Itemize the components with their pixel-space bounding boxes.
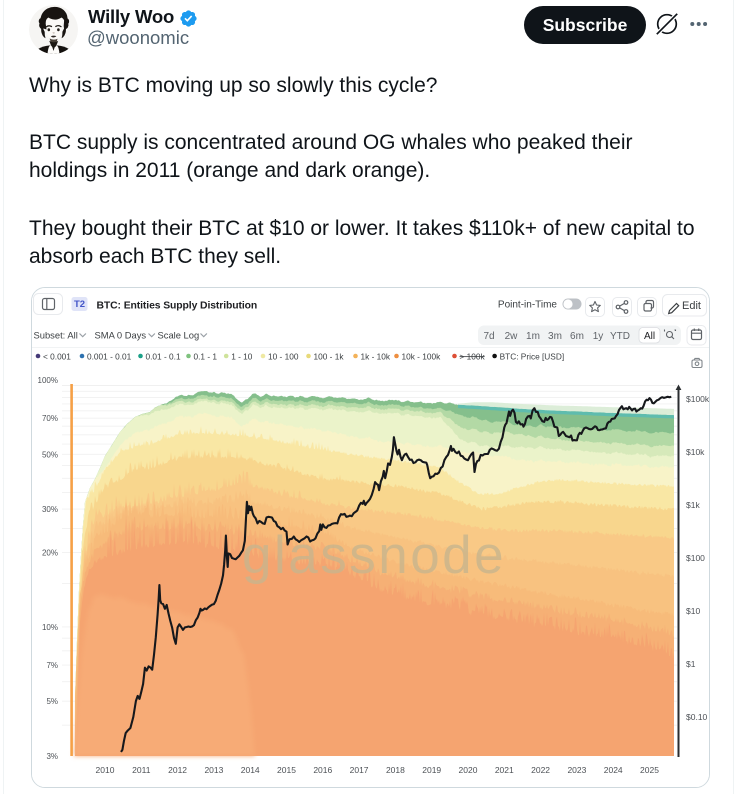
svg-text:2018: 2018 xyxy=(386,765,405,775)
svg-text:100 - 1k: 100 - 1k xyxy=(314,351,345,361)
svg-text:2w: 2w xyxy=(505,331,519,342)
svg-text:10k - 100k: 10k - 100k xyxy=(402,351,442,361)
svg-text:0.001 - 0.01: 0.001 - 0.01 xyxy=(87,351,132,361)
svg-text:$1: $1 xyxy=(686,659,696,669)
svg-text:$100k: $100k xyxy=(686,394,709,404)
svg-text:< 0.001: < 0.001 xyxy=(43,351,71,361)
svg-text:$100: $100 xyxy=(686,553,705,563)
svg-text:2013: 2013 xyxy=(204,765,223,775)
svg-text:1m: 1m xyxy=(526,331,540,342)
svg-text:T2: T2 xyxy=(74,299,85,310)
svg-text:6m: 6m xyxy=(570,331,584,342)
svg-text:Scale Log: Scale Log xyxy=(158,330,200,341)
svg-text:SMA 0 Days: SMA 0 Days xyxy=(95,330,147,341)
svg-text:2014: 2014 xyxy=(241,765,260,775)
svg-text:> 100k: > 100k xyxy=(460,351,486,361)
svg-text:2011: 2011 xyxy=(132,765,151,775)
svg-text:2015: 2015 xyxy=(277,765,296,775)
svg-text:0.01 - 0.1: 0.01 - 0.1 xyxy=(146,351,181,361)
svg-text:7d: 7d xyxy=(483,331,494,342)
svg-text:2025: 2025 xyxy=(640,765,659,775)
svg-text:$10k: $10k xyxy=(686,447,705,457)
svg-text:3m: 3m xyxy=(548,331,562,342)
svg-text:10 - 100: 10 - 100 xyxy=(268,351,299,361)
svg-text:$1k: $1k xyxy=(686,500,700,510)
svg-text:Subset: All: Subset: All xyxy=(34,330,78,341)
svg-text:2012: 2012 xyxy=(168,765,187,775)
svg-text:30%: 30% xyxy=(42,505,58,514)
svg-text:7%: 7% xyxy=(46,661,58,670)
svg-text:1y: 1y xyxy=(593,331,604,342)
svg-text:2021: 2021 xyxy=(495,765,514,775)
svg-text:2016: 2016 xyxy=(313,765,332,775)
svg-text:10%: 10% xyxy=(42,623,58,632)
svg-text:BTC: Entities Supply Distribut: BTC: Entities Supply Distribution xyxy=(97,301,258,312)
svg-text:$10: $10 xyxy=(686,606,700,616)
svg-text:$0.10: $0.10 xyxy=(686,712,708,722)
svg-text:1k - 10k: 1k - 10k xyxy=(361,351,391,361)
svg-text:70%: 70% xyxy=(42,414,58,423)
svg-text:5%: 5% xyxy=(46,697,58,706)
svg-text:glassnode: glassnode xyxy=(242,526,506,585)
svg-text:Point-in-Time: Point-in-Time xyxy=(498,300,558,311)
svg-text:0.1 - 1: 0.1 - 1 xyxy=(194,351,218,361)
svg-text:50%: 50% xyxy=(42,450,58,459)
svg-text:Edit: Edit xyxy=(682,300,701,312)
svg-text:2020: 2020 xyxy=(459,765,478,775)
svg-text:BTC: Price [USD]: BTC: Price [USD] xyxy=(500,351,565,361)
svg-text:20%: 20% xyxy=(42,549,58,558)
svg-text:YTD: YTD xyxy=(610,331,630,342)
svg-text:2024: 2024 xyxy=(604,765,623,775)
svg-text:2019: 2019 xyxy=(422,765,441,775)
svg-text:2017: 2017 xyxy=(350,765,369,775)
svg-text:2023: 2023 xyxy=(567,765,586,775)
svg-text:1 - 10: 1 - 10 xyxy=(231,351,253,361)
svg-text:2022: 2022 xyxy=(531,765,550,775)
svg-text:2010: 2010 xyxy=(96,765,115,775)
svg-text:100%: 100% xyxy=(38,376,58,385)
svg-text:3%: 3% xyxy=(46,752,58,761)
svg-text:All: All xyxy=(644,331,655,342)
